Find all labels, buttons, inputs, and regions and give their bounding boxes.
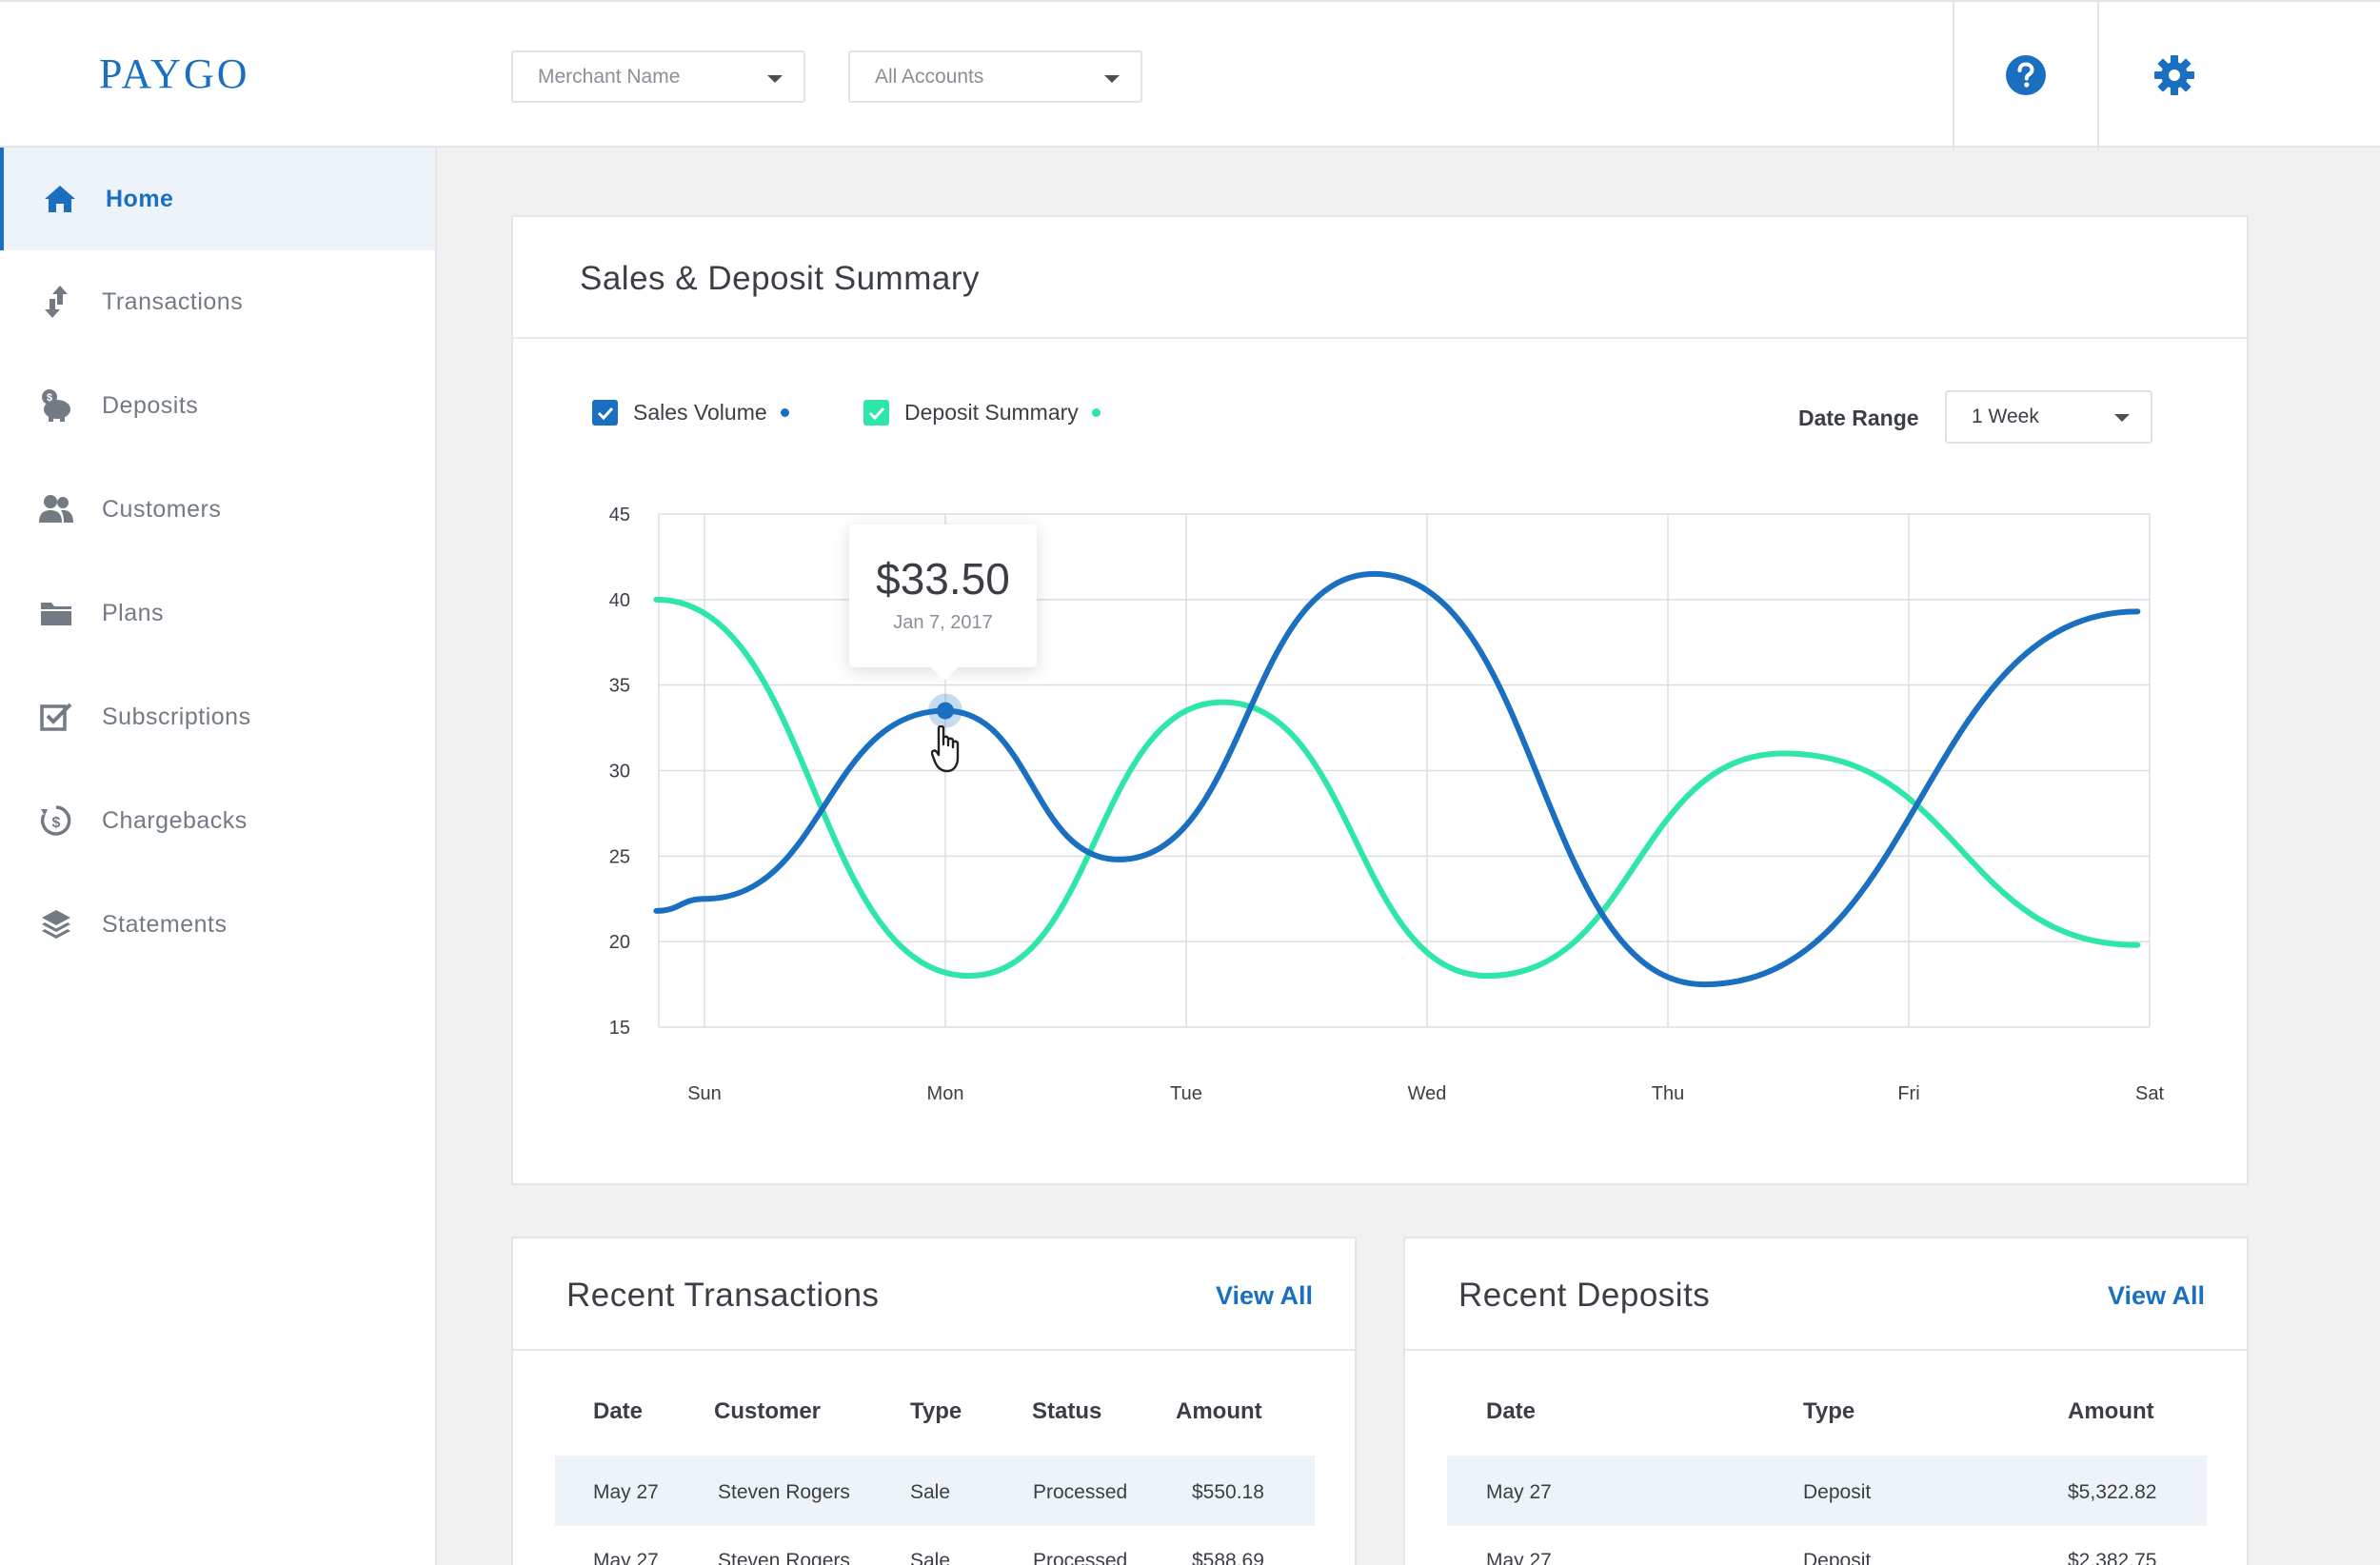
sidebar-item-deposits[interactable]: $ Deposits — [0, 354, 435, 457]
svg-text:$: $ — [52, 815, 61, 831]
sidebar-item-label: Chargebacks — [102, 806, 248, 834]
summary-card: Sales & Deposit Summary — [511, 215, 2249, 1185]
piggy-bank-icon: $ — [38, 387, 74, 424]
dollar-cycle-icon: $ — [38, 802, 74, 839]
column-header-date: Date — [1486, 1398, 1537, 1424]
legend-deposit-dot — [1091, 408, 1101, 417]
home-icon — [42, 181, 78, 217]
cell-status: Processed — [1033, 1550, 1128, 1565]
sidebar-item-label: Home — [106, 185, 174, 212]
sidebar-item-label: Plans — [102, 599, 165, 626]
transfer-arrows-icon — [38, 284, 74, 320]
column-header-customer: Customer — [714, 1398, 822, 1424]
date-range-value: 1 Week — [1972, 406, 2039, 427]
deposits-card-header — [1405, 1238, 2247, 1351]
sidebar-item-chargebacks[interactable]: $ Chargebacks — [0, 769, 435, 872]
checkbox-checked-icon[interactable] — [863, 400, 889, 426]
summary-card-header — [513, 217, 2247, 339]
legend-deposit-label: Deposit Summary — [904, 400, 1079, 425]
cell-amount: $588.69 — [1192, 1550, 1264, 1565]
accounts-select-value: All Accounts — [875, 65, 984, 88]
svg-text:$: $ — [47, 392, 52, 404]
cell-amount: $5,322.82 — [2068, 1481, 2157, 1503]
cell-amount: $550.18 — [1192, 1481, 1264, 1503]
accounts-select[interactable]: All Accounts — [848, 50, 1142, 103]
users-icon — [38, 491, 74, 527]
help-circle-icon[interactable] — [2005, 54, 2047, 96]
cell-status: Processed — [1033, 1481, 1128, 1503]
header-divider — [1953, 2, 1954, 149]
cell-date: May 27 — [593, 1481, 659, 1503]
cell-customer: Steven Rogers — [718, 1550, 850, 1565]
sidebar-item-transactions[interactable]: Transactions — [0, 250, 435, 353]
tooltip-date: Jan 7, 2017 — [893, 612, 993, 633]
sidebar-item-label: Transactions — [102, 287, 244, 315]
sidebar-item-label: Deposits — [102, 391, 199, 419]
date-range-label: Date Range — [1798, 406, 1919, 430]
column-header-date: Date — [593, 1398, 644, 1424]
column-header-type: Type — [1803, 1398, 1855, 1424]
pointer-cursor-icon — [930, 724, 965, 775]
cell-customer: Steven Rogers — [718, 1481, 850, 1503]
sidebar-item-subscriptions[interactable]: Subscriptions — [0, 665, 435, 768]
header-divider — [2097, 2, 2099, 149]
transactions-view-all-link[interactable]: View All — [1216, 1281, 1314, 1310]
sidebar-item-customers[interactable]: Customers — [0, 458, 435, 561]
column-header-status: Status — [1032, 1398, 1102, 1424]
top-header: PAYGO Merchant Name All Accounts — [0, 0, 2380, 149]
sidebar-item-plans[interactable]: Plans — [0, 562, 435, 664]
sidebar-item-label: Customers — [102, 495, 222, 523]
legend-sales-dot — [780, 408, 789, 417]
column-header-amount: Amount — [1176, 1398, 1262, 1424]
table-row[interactable] — [1447, 1456, 2207, 1526]
legend-deposit-toggle[interactable]: Deposit Summary — [863, 400, 1101, 426]
tooltip-value: $33.50 — [876, 554, 1010, 604]
table-row[interactable] — [555, 1456, 1315, 1526]
transactions-card-header — [513, 1238, 1355, 1351]
logo[interactable]: PAYGO — [99, 50, 250, 97]
chevron-down-icon — [1104, 75, 1120, 83]
merchant-select-value: Merchant Name — [538, 65, 681, 88]
column-header-amount: Amount — [2068, 1398, 2154, 1424]
chevron-down-icon — [767, 75, 783, 83]
deposits-view-all-link[interactable]: View All — [2108, 1281, 2206, 1310]
column-header-type: Type — [910, 1398, 962, 1424]
legend-sales-toggle[interactable]: Sales Volume — [592, 400, 789, 426]
checkbox-checked-icon[interactable] — [592, 400, 618, 426]
cell-amount: $2,382.75 — [2068, 1550, 2157, 1565]
sidebar-item-statements[interactable]: Statements — [0, 873, 435, 976]
checkbox-icon — [38, 699, 74, 735]
sidebar-item-label: Statements — [102, 910, 228, 938]
summary-title: Sales & Deposit Summary — [580, 260, 980, 297]
folder-icon — [38, 595, 74, 631]
date-range-select[interactable]: 1 Week — [1945, 390, 2152, 444]
chevron-down-icon — [2114, 414, 2130, 422]
cell-date: May 27 — [593, 1550, 659, 1565]
sidebar-item-label: Subscriptions — [102, 703, 251, 730]
sidebar-item-home[interactable]: Home — [0, 148, 435, 250]
gear-icon[interactable] — [2153, 54, 2195, 96]
legend-sales-label: Sales Volume — [633, 400, 767, 425]
cell-type: Sale — [910, 1481, 951, 1503]
cell-type: Sale — [910, 1550, 951, 1565]
merchant-select[interactable]: Merchant Name — [511, 50, 805, 103]
sidebar: Home Transactions $ Deposits Customers P… — [0, 148, 437, 1565]
cell-date: May 27 — [1486, 1550, 1552, 1565]
transactions-title: Recent Transactions — [566, 1277, 880, 1314]
cell-date: May 27 — [1486, 1481, 1552, 1503]
deposits-title: Recent Deposits — [1458, 1277, 1711, 1314]
chart-tooltip: $33.50 Jan 7, 2017 — [849, 525, 1037, 681]
cell-type: Deposit — [1803, 1481, 1872, 1503]
cell-type: Deposit — [1803, 1550, 1872, 1565]
layers-icon — [38, 906, 74, 942]
